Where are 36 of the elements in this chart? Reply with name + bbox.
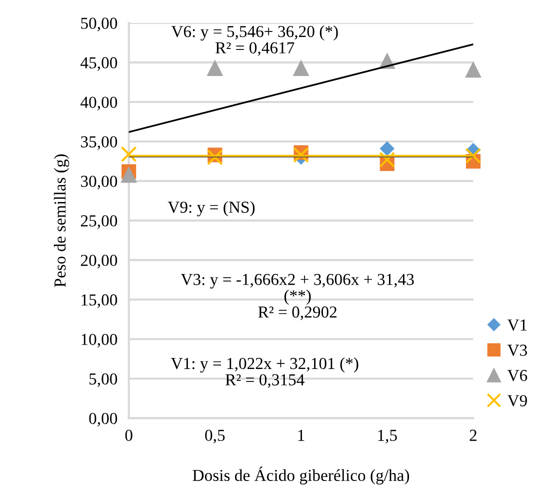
annotation: V9: y = (NS)	[168, 201, 255, 216]
y-tick-label: 25,00	[80, 215, 118, 229]
point	[465, 148, 482, 164]
y-tick-label: 20,00	[80, 254, 118, 268]
x-tick-label: 2	[470, 430, 476, 441]
annotation: V6: y = 5,546+ 36,20 (*) R² = 0,4617	[171, 25, 338, 56]
y-tick-label: 30,00	[81, 176, 118, 190]
point	[120, 146, 137, 162]
y-tick-label: 40,00	[80, 96, 118, 110]
y-tick-label: 15,00	[82, 294, 118, 308]
point	[465, 62, 482, 78]
x-tick-label: 1,5	[378, 430, 397, 444]
annotation: V3: y = -1,666x2 + 3,606x + 31,43 (**) R² = 0,2902	[180, 274, 414, 320]
y-axis-title: Peso de semillas (g)	[54, 154, 70, 287]
x-tick-label: 1	[298, 430, 304, 441]
legend-label: V3	[507, 344, 527, 356]
x-axis-title: Dosis de Ácido giberélico (g/ha)	[192, 466, 410, 484]
point	[206, 149, 223, 166]
y-tick-label: 0,00	[89, 412, 118, 427]
legend-label: V6	[507, 370, 528, 382]
point	[380, 141, 394, 156]
legend-label: V9	[507, 395, 527, 406]
y-tick-label: 5,00	[90, 373, 118, 387]
point	[293, 60, 310, 76]
y-tick-label: 10,00	[82, 334, 118, 348]
point	[293, 146, 310, 163]
x-tick-label: 0	[125, 430, 132, 441]
x-tick-label: 0,5	[205, 430, 225, 444]
annotation: V1: y = 1,022x + 32,101 (*) R² = 0,3154	[170, 357, 358, 388]
point	[120, 166, 137, 183]
y-tick-label: 50,00	[81, 18, 118, 32]
point	[206, 60, 223, 76]
y-tick-label: 35,00	[81, 136, 118, 150]
y-tick-label: 45,00	[80, 57, 118, 71]
legend-label: V1	[507, 320, 527, 331]
point	[379, 152, 396, 168]
